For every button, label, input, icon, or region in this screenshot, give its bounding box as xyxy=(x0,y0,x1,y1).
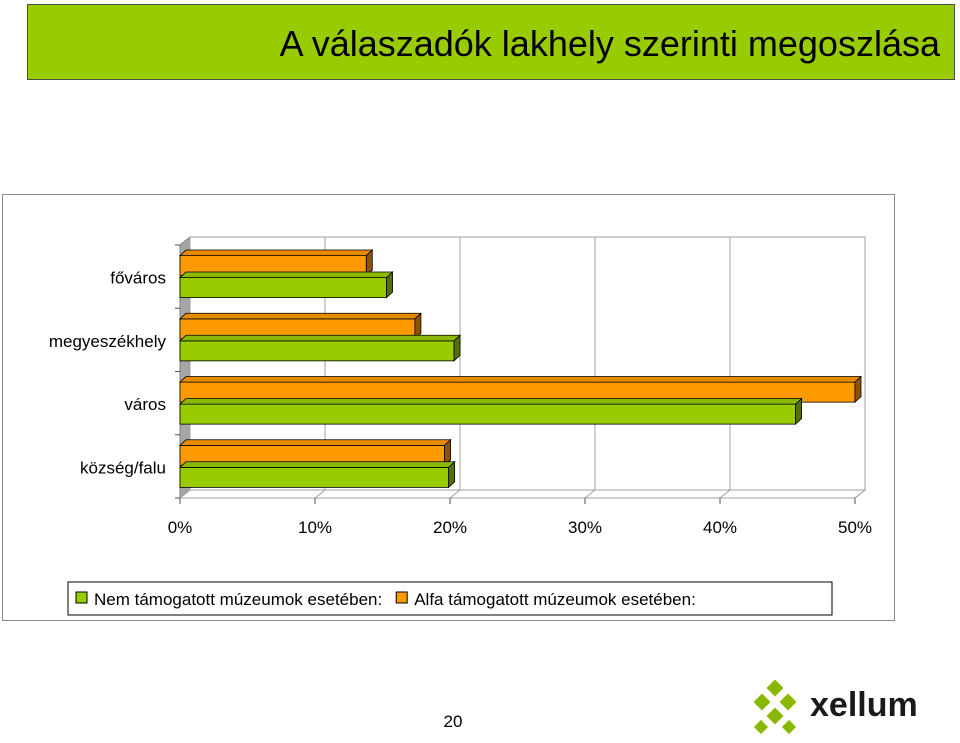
bar-end-face xyxy=(453,334,461,362)
bar-top xyxy=(178,376,863,383)
logo-text: xellum xyxy=(810,686,918,724)
category-label: község/falu xyxy=(80,458,166,477)
floor-gridline xyxy=(854,489,866,499)
floor-gridline xyxy=(719,489,731,499)
bar-top xyxy=(178,334,462,342)
legend-swatch xyxy=(395,591,408,604)
grid-layer xyxy=(175,235,867,504)
bar xyxy=(178,460,456,489)
floor-gridline xyxy=(584,489,596,499)
bar-top xyxy=(178,312,422,320)
bar-chart: 0% 10% 20% 30% 40% 50% főváros megyeszékhely vár… xyxy=(49,235,872,616)
bars-layer xyxy=(178,249,863,489)
floor-gridline xyxy=(314,489,326,499)
bar-end-face xyxy=(414,312,422,340)
bar-end-face xyxy=(795,397,802,426)
legend-box xyxy=(67,581,833,616)
chart-frame: 0% 10% 20% 30% 40% 50% főváros megyeszékhely vár… xyxy=(2,194,895,621)
x-tick-label: 0% xyxy=(168,518,193,537)
category-label: főváros xyxy=(110,269,166,288)
bar-end-face xyxy=(386,271,393,299)
bar-top xyxy=(178,271,394,279)
legend-swatch xyxy=(75,591,88,604)
labels-layer: 0% 10% 20% 30% 40% 50% főváros megyeszékhely vár… xyxy=(49,269,872,537)
xellum-logo: xellum xyxy=(748,679,948,738)
bar-top xyxy=(178,439,452,446)
bar xyxy=(178,334,462,362)
x-tick-label: 40% xyxy=(703,518,737,537)
bar xyxy=(178,249,374,277)
bar xyxy=(178,271,394,299)
bar xyxy=(178,375,863,404)
x-tick-label: 50% xyxy=(838,518,872,537)
chart-floor xyxy=(178,489,867,499)
bar xyxy=(178,438,452,467)
legend-layer: Nem támogatott múzeumok esetében: Alfa tá… xyxy=(67,581,833,616)
floor-gridline xyxy=(179,489,191,499)
category-label: város xyxy=(124,395,166,414)
bar-front xyxy=(179,466,450,488)
logo-diamond-mark xyxy=(753,679,797,735)
x-tick-label: 10% xyxy=(298,518,332,537)
bar-end-face xyxy=(365,249,373,277)
title-bar: A válaszadók lakhely szerinti megoszlása xyxy=(27,4,955,80)
page-number: 20 xyxy=(443,712,463,731)
x-tick-label: 20% xyxy=(433,518,467,537)
bar xyxy=(178,397,803,426)
x-tick-label: 30% xyxy=(568,518,602,537)
legend: Nem támogatott múzeumok esetében: Alfa tá… xyxy=(67,581,833,616)
bar-top xyxy=(178,461,456,468)
category-label: megyeszékhely xyxy=(49,332,167,351)
bar-end-face xyxy=(854,375,862,404)
bar-front xyxy=(179,277,387,299)
slide-title: A válaszadók lakhely szerinti megoszlása xyxy=(279,23,940,64)
legend-entry-label: Nem támogatott múzeumok esetében: xyxy=(94,590,382,609)
floor-gridline xyxy=(449,489,461,499)
bar-front xyxy=(179,403,796,425)
legend-entry-label: Alfa támogatott múzeumok esetében: xyxy=(414,590,696,609)
bar-top xyxy=(178,398,803,405)
bar-top xyxy=(178,249,374,257)
bar-front xyxy=(179,340,455,362)
bar xyxy=(178,312,422,340)
bar-end-face xyxy=(444,438,452,467)
bar-end-face xyxy=(448,460,456,489)
